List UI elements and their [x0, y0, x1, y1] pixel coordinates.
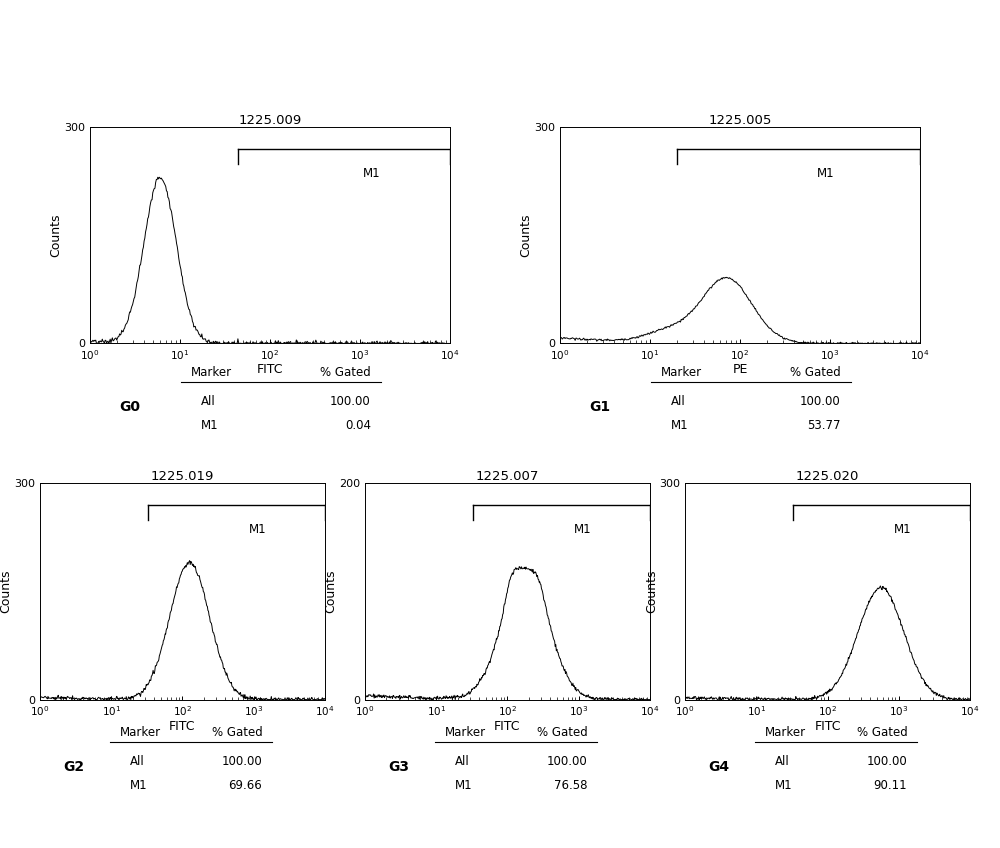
Text: % Gated: % Gated [537, 726, 587, 739]
Text: G0: G0 [119, 400, 140, 414]
Text: M1: M1 [775, 779, 792, 792]
Text: All: All [201, 395, 216, 408]
Text: M1: M1 [574, 523, 592, 536]
Title: 1225.009: 1225.009 [238, 114, 302, 127]
Text: 90.11: 90.11 [874, 779, 907, 792]
Text: 0.04: 0.04 [345, 419, 371, 432]
Text: Marker: Marker [445, 726, 486, 739]
Text: M1: M1 [455, 779, 472, 792]
X-axis label: FITC: FITC [494, 720, 521, 733]
Text: All: All [130, 756, 145, 768]
Text: 100.00: 100.00 [547, 756, 587, 768]
Text: M1: M1 [249, 523, 267, 536]
Text: G1: G1 [589, 400, 610, 414]
Text: G2: G2 [63, 761, 84, 774]
Text: Marker: Marker [765, 726, 806, 739]
Text: All: All [455, 756, 470, 768]
Text: All: All [671, 395, 686, 408]
Y-axis label: Counts: Counts [0, 570, 13, 613]
Text: G3: G3 [388, 761, 409, 774]
Y-axis label: Counts: Counts [645, 570, 658, 613]
Text: 100.00: 100.00 [222, 756, 262, 768]
Text: G4: G4 [708, 761, 729, 774]
X-axis label: FITC: FITC [169, 720, 196, 733]
Text: M1: M1 [130, 779, 147, 792]
Text: M1: M1 [671, 419, 688, 432]
Text: % Gated: % Gated [790, 365, 841, 379]
Title: 1225.007: 1225.007 [476, 471, 539, 483]
Text: 100.00: 100.00 [330, 395, 371, 408]
Text: % Gated: % Gated [320, 365, 371, 379]
Text: M1: M1 [362, 167, 380, 180]
Text: % Gated: % Gated [857, 726, 907, 739]
Text: 76.58: 76.58 [554, 779, 587, 792]
X-axis label: PE: PE [732, 364, 748, 377]
Text: 53.77: 53.77 [807, 419, 841, 432]
X-axis label: FITC: FITC [257, 364, 283, 377]
Text: Marker: Marker [120, 726, 161, 739]
Text: All: All [775, 756, 790, 768]
X-axis label: FITC: FITC [814, 720, 841, 733]
Text: 69.66: 69.66 [229, 779, 262, 792]
Title: 1225.020: 1225.020 [796, 471, 859, 483]
Y-axis label: Counts: Counts [325, 570, 338, 613]
Text: Marker: Marker [191, 365, 232, 379]
Text: 100.00: 100.00 [867, 756, 907, 768]
Text: 100.00: 100.00 [800, 395, 841, 408]
Y-axis label: Counts: Counts [520, 214, 533, 257]
Title: 1225.019: 1225.019 [151, 471, 214, 483]
Text: % Gated: % Gated [212, 726, 262, 739]
Text: M1: M1 [894, 523, 912, 536]
Text: M1: M1 [201, 419, 218, 432]
Y-axis label: Counts: Counts [50, 214, 63, 257]
Text: Marker: Marker [661, 365, 702, 379]
Text: M1: M1 [817, 167, 834, 180]
Title: 1225.005: 1225.005 [708, 114, 772, 127]
